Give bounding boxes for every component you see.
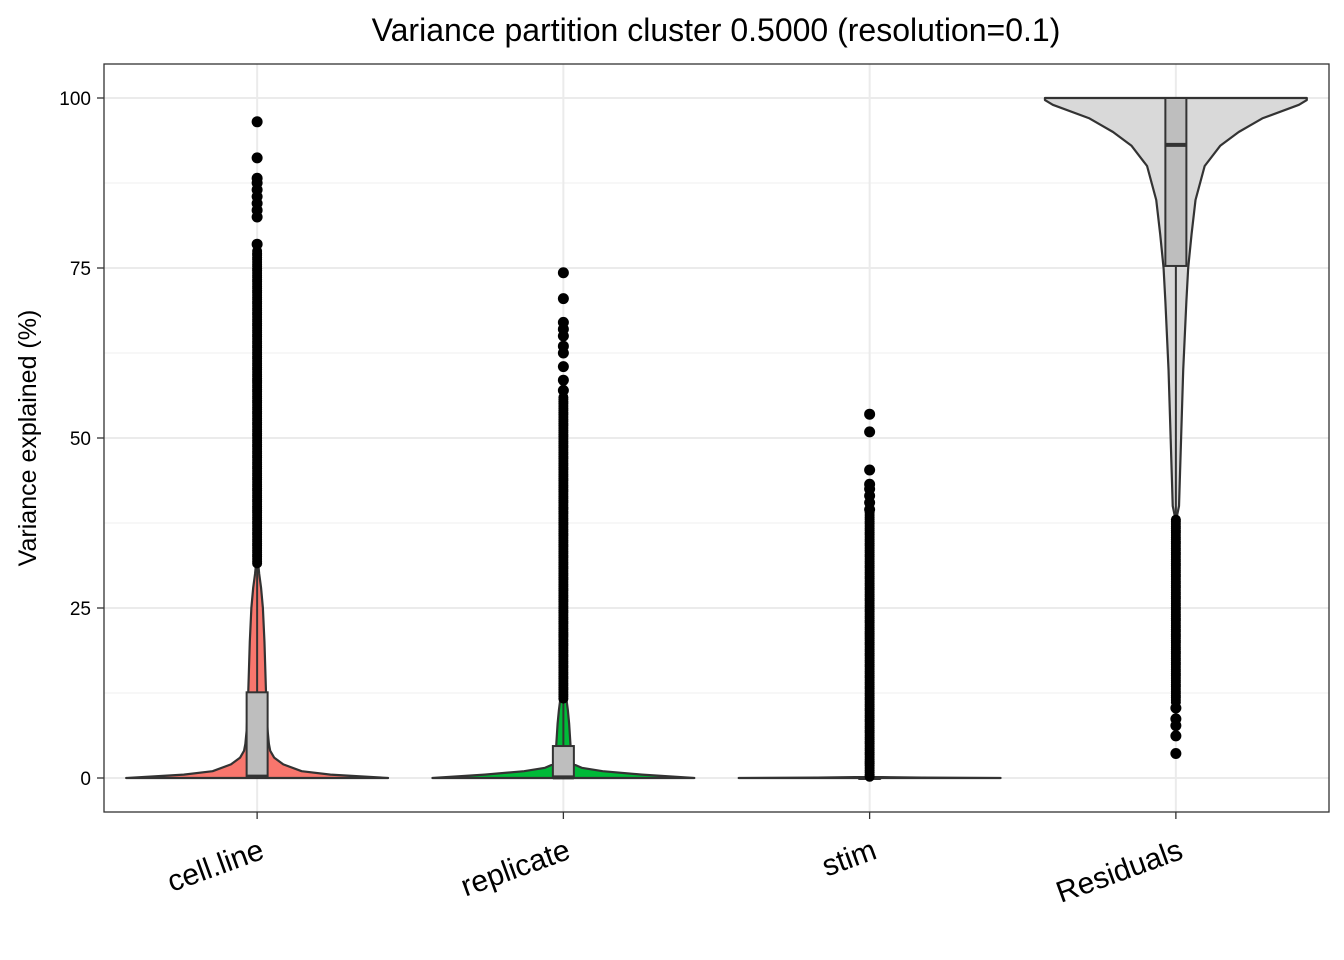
outlier-point <box>1170 713 1182 725</box>
y-tick-label: 25 <box>70 599 91 620</box>
outlier-point <box>864 771 875 782</box>
outlier-point <box>557 374 569 386</box>
outlier-point <box>558 693 569 704</box>
outlier-point <box>252 558 263 569</box>
outlier-point <box>864 464 876 476</box>
boxplots <box>245 97 1188 780</box>
y-axis-ticks: 0 25 50 75 100 <box>59 89 104 790</box>
outlier-point <box>1170 702 1182 714</box>
x-tick-label: replicate <box>457 834 575 904</box>
chart-title: Variance partition cluster 0.5000 (resol… <box>372 12 1061 48</box>
y-tick-label: 50 <box>70 429 91 450</box>
y-tick-label: 100 <box>59 89 91 110</box>
box-cell.line <box>245 691 269 780</box>
outlier-point <box>251 238 263 250</box>
outlier-point <box>557 361 569 373</box>
x-axis-ticks: cell.line replicate stim Residuals <box>163 812 1187 910</box>
outlier-point <box>557 384 569 396</box>
outlier-point <box>251 152 263 164</box>
outlier-point <box>251 172 263 184</box>
outlier-point <box>1170 748 1182 760</box>
x-tick-label: Residuals <box>1052 834 1187 910</box>
outlier-point <box>864 408 876 420</box>
y-axis-label: Variance explained (%) <box>14 310 42 567</box>
outlier-point <box>251 116 263 128</box>
box-replicate <box>551 745 575 779</box>
x-tick-label: cell.line <box>163 834 268 899</box>
outlier-point <box>1170 730 1182 742</box>
outlier-point <box>557 340 569 352</box>
outlier-point <box>557 267 569 279</box>
outlier-point <box>557 293 569 305</box>
outlier-point <box>864 426 876 438</box>
outlier-point <box>557 316 569 328</box>
y-tick-label: 0 <box>80 769 91 790</box>
outlier-point <box>864 478 876 490</box>
x-tick-label: stim <box>818 834 881 884</box>
box-Residuals <box>1164 97 1188 267</box>
y-tick-label: 75 <box>70 259 91 280</box>
outlier-points <box>251 116 1182 782</box>
